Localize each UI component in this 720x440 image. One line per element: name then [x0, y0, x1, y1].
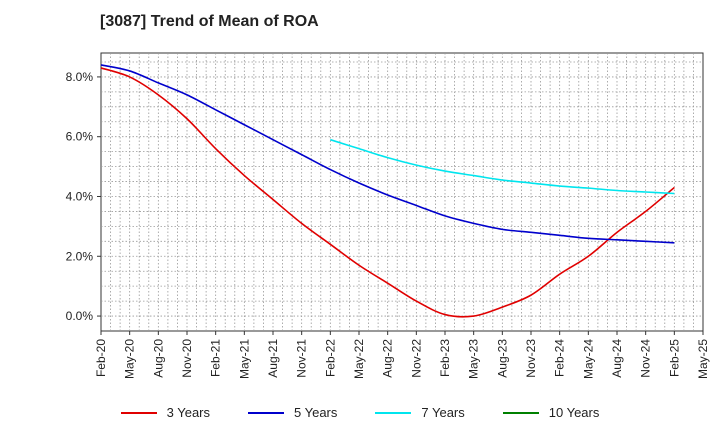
x-tick-label: May-20: [123, 339, 137, 379]
x-tick-label: May-22: [352, 339, 366, 379]
x-tick-label: Nov-21: [295, 339, 309, 378]
x-tick-label: May-25: [696, 339, 710, 379]
x-tick-label: Feb-25: [667, 339, 681, 377]
x-axis: Feb-20 May-20 Aug-20 Nov-20 Feb-21 May-21 Aug-…: [94, 331, 710, 379]
legend-item-3-years: 3 Years: [120, 405, 210, 420]
x-tick-label: Aug-20: [151, 339, 165, 378]
y-tick-label: 2.0%: [66, 249, 94, 263]
series-line-5-years: [100, 64, 675, 244]
legend-swatch: [120, 411, 157, 414]
chart-title: [3087] Trend of Mean of ROA: [100, 13, 319, 30]
series-line-7-years: [330, 138, 675, 195]
x-tick-label: Nov-22: [409, 339, 423, 378]
x-tick-label: Nov-23: [524, 339, 538, 378]
y-tick-label: 4.0%: [66, 189, 94, 203]
legend-label: 10 Years: [548, 405, 600, 420]
legend-swatch: [248, 411, 284, 414]
series-lines: [100, 64, 675, 318]
legend-label: 7 Years: [421, 405, 465, 420]
plot-area: [100, 52, 704, 332]
y-axis: 0.0% 2.0% 4.0% 6.0% 8.0%: [66, 70, 101, 323]
x-tick-label: Feb-24: [553, 339, 567, 377]
x-tick-label: May-21: [237, 339, 251, 379]
x-tick-label: Aug-24: [610, 339, 624, 378]
x-tick-label: Feb-20: [94, 339, 108, 377]
x-tick-label: Nov-24: [639, 339, 653, 378]
grid-lines: [101, 53, 703, 331]
legend-label: 3 Years: [166, 405, 210, 420]
x-tick-label: May-24: [581, 339, 595, 379]
x-tick-label: Feb-21: [209, 339, 223, 377]
x-tick-label: Nov-20: [180, 339, 194, 378]
legend-item-5-years: 5 Years: [248, 405, 337, 420]
legend: 3 Years 5 Years 7 Years 10 Years: [0, 405, 720, 420]
legend-swatch: [375, 411, 412, 414]
x-tick-label: Feb-23: [438, 339, 452, 377]
x-tick-label: Aug-23: [495, 339, 509, 378]
x-tick-label: Feb-22: [323, 339, 337, 377]
series-line-3-years: [100, 67, 675, 318]
y-tick-label: 6.0%: [66, 130, 94, 144]
legend-item-7-years: 7 Years: [375, 405, 465, 420]
legend-label: 5 Years: [294, 405, 338, 420]
x-tick-label: Aug-21: [266, 339, 280, 378]
legend-item-10-years: 10 Years: [502, 405, 600, 420]
x-tick-label: May-23: [467, 339, 481, 379]
legend-swatch: [502, 411, 539, 414]
x-tick-label: Aug-22: [381, 339, 395, 378]
line-chart: 0.0% 2.0% 4.0% 6.0% 8.0% Feb-20 May-20 Aug-20 N…: [66, 52, 710, 379]
y-tick-label: 8.0%: [66, 70, 94, 84]
y-tick-label: 0.0%: [66, 309, 94, 323]
